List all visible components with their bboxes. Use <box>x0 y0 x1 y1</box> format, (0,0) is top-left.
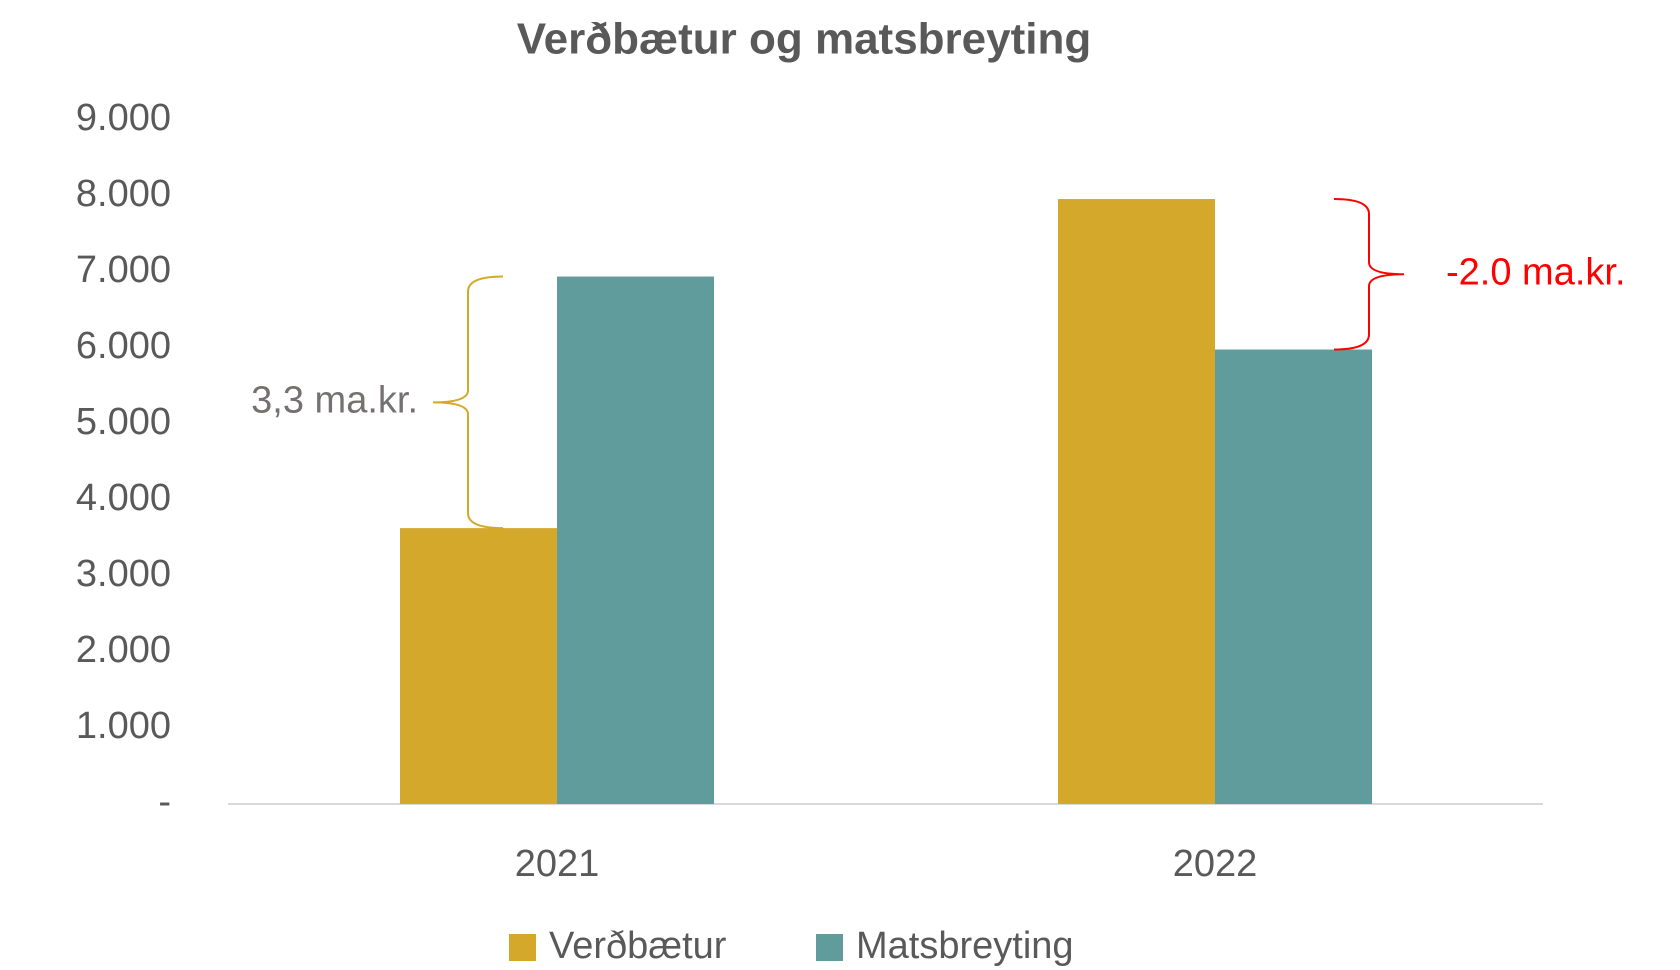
bar <box>557 276 714 804</box>
annotation: -2.0 ma.kr. <box>1446 251 1626 293</box>
x-tick-label: 2022 <box>1173 843 1258 885</box>
y-tick-label: 6.000 <box>76 325 171 367</box>
y-tick-label: - <box>158 781 171 823</box>
annotation: 3,3 ma.kr. <box>251 379 418 421</box>
legend-label: Matsbreyting <box>856 925 1074 967</box>
brace <box>1333 198 1405 351</box>
y-tick-label: 7.000 <box>76 249 171 291</box>
x-tick-label: 2021 <box>515 843 600 885</box>
chart-title: Verðbætur og matsbreyting <box>517 15 1092 64</box>
bar <box>400 528 557 804</box>
bar <box>1058 199 1215 805</box>
legend-swatch <box>816 934 843 961</box>
y-tick-label: 9.000 <box>76 97 171 139</box>
bar <box>1215 349 1372 804</box>
y-tick-label: 2.000 <box>76 629 171 671</box>
brace <box>432 275 504 530</box>
y-tick-label: 8.000 <box>76 173 171 215</box>
y-tick-label: 5.000 <box>76 401 171 443</box>
y-tick-label: 4.000 <box>76 477 171 519</box>
legend-swatch <box>509 934 536 961</box>
legend-label: Verðbætur <box>549 925 727 967</box>
y-tick-label: 1.000 <box>76 705 171 747</box>
y-tick-label: 3.000 <box>76 553 171 595</box>
